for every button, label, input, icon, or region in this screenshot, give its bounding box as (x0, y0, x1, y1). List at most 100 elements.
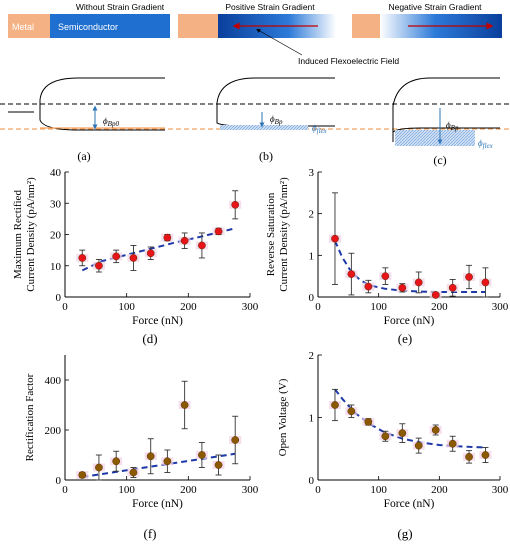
y-tick-label: 2 (309, 209, 315, 221)
phi-bp0-label: ϕBp0 (103, 116, 119, 128)
y-axis-label: Current Density (pA/nm²) (278, 177, 290, 292)
data-point (331, 401, 339, 409)
x-tick-label: 100 (118, 484, 135, 496)
x-tick-label: 200 (431, 301, 448, 313)
y-tick-label: 20 (50, 230, 62, 242)
y-axis-label: Current Density (pA/nm²) (25, 177, 37, 292)
data-point (414, 441, 423, 450)
y-axis-label: Maximum Rectified (12, 190, 24, 279)
data-point (398, 283, 407, 292)
data-point (448, 283, 457, 292)
y-axis-label: Open Voltage (V) (277, 378, 289, 456)
data-point (163, 233, 172, 242)
data-point (481, 451, 490, 459)
panel-label-b: (b) (259, 149, 273, 163)
chart-g: 0 100 200 300 0 1 2 Force (nN) Open Voltage (V) (… (277, 350, 509, 541)
y-axis-label: Reverse Saturation (265, 192, 277, 276)
label-induced-field: Induced Flexoelectric Field (298, 56, 399, 66)
band-c-valence (392, 127, 500, 142)
chart-f: 0 100 200 300 0 200 400 Force (nN) Rectification… (24, 355, 259, 541)
pointer-line (256, 28, 303, 56)
x-axis-label: Force (nN) (384, 315, 435, 327)
y-tick-label: 2 (309, 350, 315, 362)
y-tick-label: 200 (45, 425, 62, 437)
x-tick-label: 100 (370, 301, 387, 313)
x-axis-label: Force (nN) (132, 315, 183, 327)
metal-block-b (178, 14, 218, 38)
data-point (347, 407, 356, 416)
data-point (180, 401, 189, 409)
phi-bp-label-b: ϕBp (270, 114, 283, 126)
data-point (364, 418, 373, 426)
data-point (78, 471, 87, 479)
y-axis-label: Rectification Factor (24, 373, 36, 461)
chart-d: 0 100 200 300 0 10 20 30 40 Force (nN) Maximum Rec… (12, 167, 259, 346)
data-point (95, 463, 103, 472)
data-point (198, 451, 206, 459)
x-tick-label: 0 (315, 301, 321, 313)
phi-bp-label-c: ϕBp (446, 120, 459, 132)
data-point (398, 429, 407, 437)
data-point (95, 261, 103, 270)
data-point (129, 468, 138, 477)
fit-line (334, 240, 486, 293)
x-tick-label: 0 (62, 301, 68, 313)
x-tick-label: 300 (242, 484, 259, 496)
flex-region-c (395, 130, 475, 146)
data-point (146, 452, 155, 461)
data-point (129, 254, 138, 262)
panel-label: (g) (397, 526, 412, 541)
data-point (431, 291, 440, 299)
x-tick-label: 100 (370, 484, 387, 496)
band-b-conduction (216, 77, 335, 118)
x-axis-label: Force (nN) (132, 498, 183, 510)
data-point (331, 234, 339, 243)
data-point (347, 270, 356, 278)
panel-label: (d) (142, 331, 157, 346)
x-tick-label: 200 (431, 484, 448, 496)
data-point (214, 461, 223, 469)
band-a-conduction (39, 77, 165, 112)
y-tick-label: 30 (50, 198, 62, 210)
data-point (381, 432, 390, 441)
label-without-gradient: Without Strain Gradient (76, 2, 165, 12)
x-tick-label: 300 (242, 301, 259, 313)
data-point (431, 426, 440, 434)
data-point (146, 249, 155, 258)
data-point (231, 436, 240, 444)
y-tick-label: 0 (56, 475, 62, 487)
fit-line (334, 388, 486, 449)
flex-region-b (220, 125, 308, 130)
fit-line (82, 452, 236, 478)
x-tick-label: 200 (180, 484, 197, 496)
data-point (231, 200, 240, 209)
y-tick-label: 40 (50, 167, 62, 179)
label-metal: Metal (12, 22, 34, 32)
phi-flex-label-b: ϕflex (312, 123, 328, 135)
y-tick-label: 0 (309, 292, 315, 304)
data-point (163, 457, 172, 466)
panel-label-a: (a) (77, 149, 90, 163)
data-point (465, 453, 473, 461)
x-tick-label: 100 (118, 301, 135, 313)
y-tick-label: 0 (309, 475, 315, 487)
metal-block-c (352, 14, 380, 38)
data-point (180, 236, 189, 245)
band-diagrams: ϕBp0 ϕBp ϕflex ϕBp ϕflex (a) (b) (c) (0, 77, 510, 167)
panel-label: (f) (144, 526, 157, 541)
x-tick-label: 0 (315, 484, 321, 496)
y-tick-label: 1 (309, 250, 315, 262)
label-negative-gradient: Negative Strain Gradient (388, 2, 482, 12)
x-tick-label: 300 (492, 301, 509, 313)
data-point (381, 272, 390, 281)
data-point (78, 254, 87, 262)
x-tick-label: 0 (62, 484, 68, 496)
data-point (465, 273, 473, 281)
label-semiconductor: Semiconductor (58, 22, 118, 32)
metal-block-a (8, 14, 50, 38)
semiconductor-block-a (50, 14, 170, 38)
data-point (112, 457, 121, 466)
panel-label: (e) (398, 331, 412, 346)
